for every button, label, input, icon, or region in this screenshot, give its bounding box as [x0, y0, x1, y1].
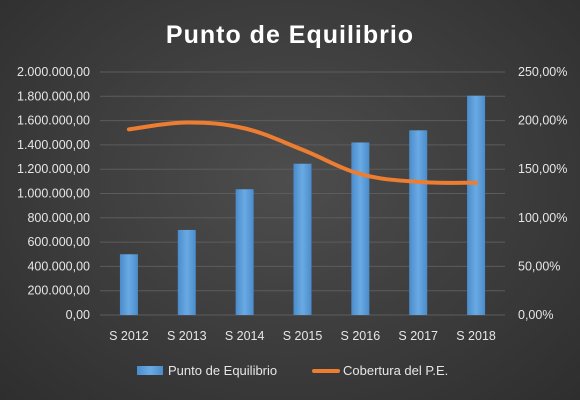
left-tick-label: 1.800.000,00: [17, 89, 90, 103]
bar: [177, 229, 196, 315]
bar: [293, 163, 312, 315]
x-tick-label: S 2018: [456, 329, 496, 343]
left-tick-label: 400.000,00: [27, 259, 90, 273]
left-tick-label: 1.000.000,00: [17, 187, 90, 201]
bar: [467, 95, 486, 315]
x-tick-label: S 2013: [167, 329, 207, 343]
right-tick-label: 100,00%: [518, 211, 567, 225]
left-tick-label: 1.400.000,00: [17, 138, 90, 152]
left-tick-label: 1.200.000,00: [17, 162, 90, 176]
right-axis: 0,00% 50,00% 100,00% 150,00% 200,00% 250,00%: [518, 65, 567, 322]
left-tick-label: 2.000.000,00: [17, 65, 90, 79]
left-tick-label: 600.000,00: [27, 235, 90, 249]
right-tick-label: 0,00%: [518, 308, 553, 322]
legend: Punto de Equilibrio Cobertura del P.E.: [137, 363, 448, 378]
right-tick-label: 250,00%: [518, 65, 567, 79]
legend-label-bar: Punto de Equilibrio: [168, 363, 277, 378]
right-tick-label: 50,00%: [518, 259, 560, 273]
left-tick-label: 0,00: [66, 308, 90, 322]
left-tick-label: 800.000,00: [27, 211, 90, 225]
x-tick-label: S 2017: [398, 329, 438, 343]
left-tick-label: 1.600.000,00: [17, 114, 90, 128]
line-series: [126, 120, 479, 185]
left-axis: 0,00 200.000,00 400.000,00 600.000,00 800.00…: [17, 65, 90, 322]
chart-title: Punto de Equilibrio: [166, 21, 414, 49]
legend-swatch-bar: [137, 366, 163, 375]
bar-series: [119, 95, 486, 315]
bar: [119, 254, 138, 315]
x-tick-label: S 2012: [109, 329, 149, 343]
bar: [351, 142, 370, 315]
right-tick-label: 150,00%: [518, 162, 567, 176]
bar: [409, 130, 428, 315]
x-tick-label: S 2014: [225, 329, 265, 343]
x-tick-label: S 2016: [341, 329, 381, 343]
legend-label-line: Cobertura del P.E.: [343, 363, 448, 378]
left-tick-label: 200.000,00: [27, 284, 90, 298]
x-tick-label: S 2015: [283, 329, 323, 343]
x-axis: S 2012 S 2013 S 2014 S 2015 S 2016 S 2017 S 20…: [109, 329, 496, 343]
right-tick-label: 200,00%: [518, 114, 567, 128]
bar: [235, 189, 254, 315]
